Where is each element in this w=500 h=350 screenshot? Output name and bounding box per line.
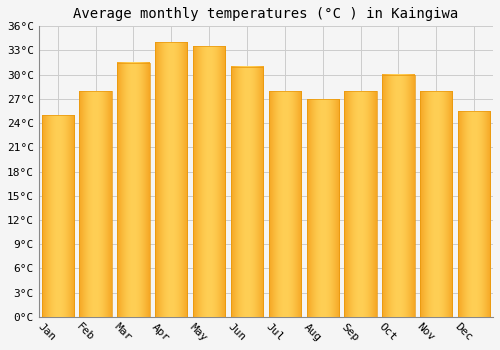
Title: Average monthly temperatures (°C ) in Kaingiwa: Average monthly temperatures (°C ) in Ka… [74,7,458,21]
